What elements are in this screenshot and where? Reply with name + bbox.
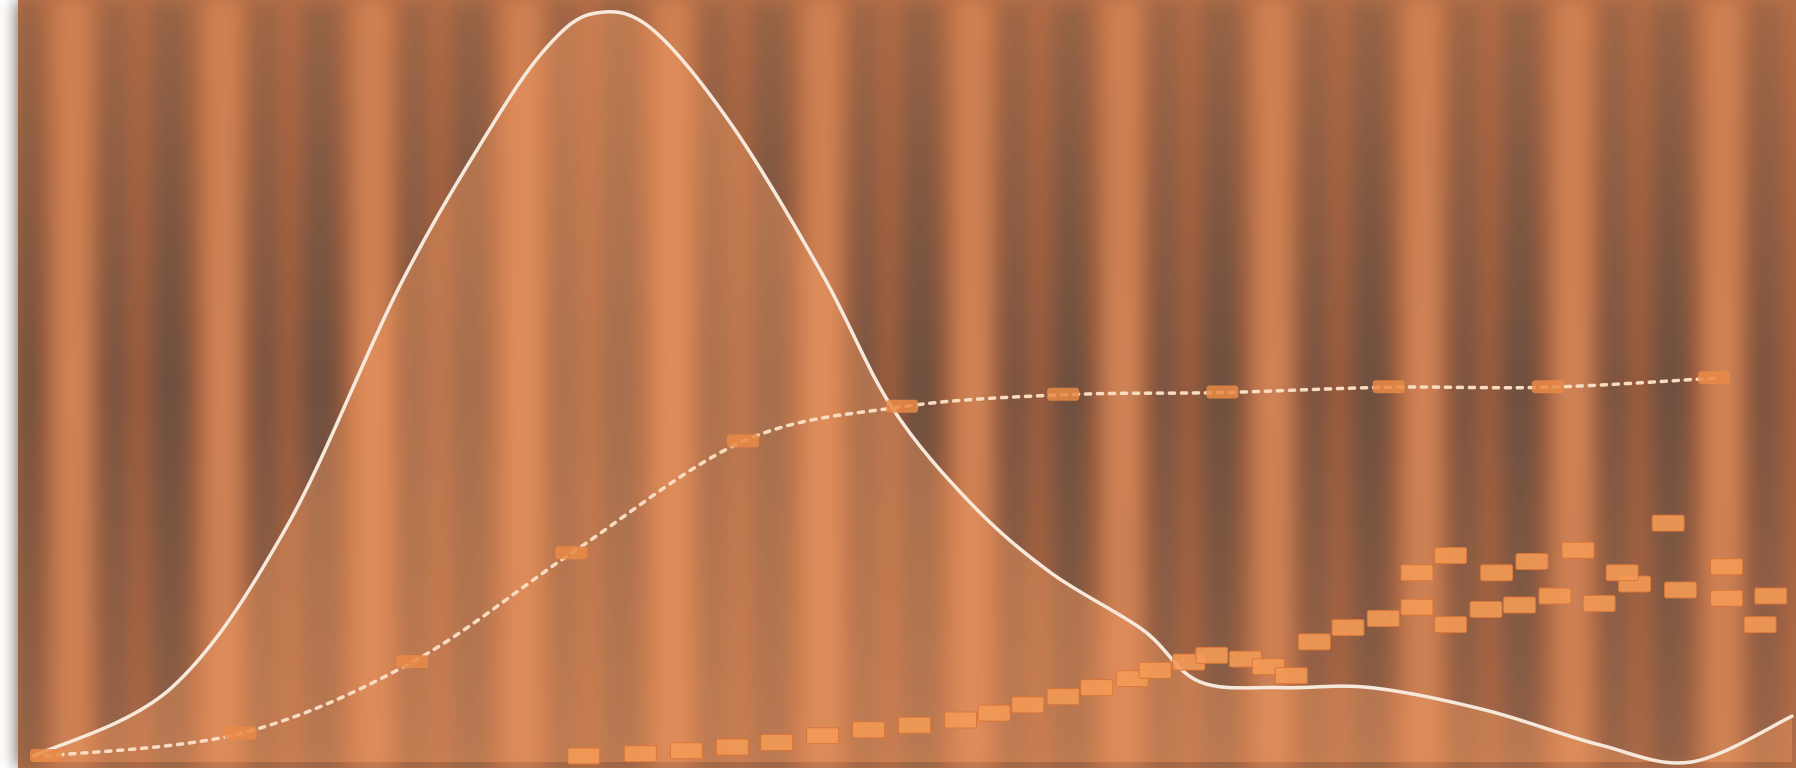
scatter-point — [1046, 688, 1080, 706]
marker — [224, 726, 257, 740]
scatter-point — [1651, 514, 1685, 532]
scatter-point — [1469, 601, 1503, 619]
scatter-point — [898, 716, 932, 734]
scatter-point — [1138, 661, 1172, 679]
scatter-point — [1434, 546, 1468, 564]
marker — [1047, 387, 1080, 401]
scatter-point — [1366, 610, 1400, 628]
scatter-point — [1664, 581, 1698, 599]
marker — [886, 399, 919, 413]
dotted-line — [44, 376, 1716, 758]
scatter-point — [1434, 616, 1468, 634]
background — [18, 0, 1796, 768]
marker — [396, 655, 429, 669]
scatter-point — [1515, 552, 1549, 570]
scatter-point — [1080, 679, 1114, 697]
scatter-point — [1480, 564, 1514, 582]
scatter-point — [715, 738, 749, 756]
marker — [1206, 385, 1239, 399]
area-fill — [33, 11, 1792, 763]
plot — [29, 9, 1794, 765]
curve-line — [31, 9, 1794, 765]
scatter-point — [1710, 589, 1744, 607]
marker — [726, 434, 759, 448]
scatter-point — [1274, 667, 1308, 685]
scatter-point — [1011, 696, 1045, 714]
scatter-point — [1710, 558, 1744, 576]
scatter-point — [1297, 633, 1331, 651]
scatter-point — [669, 742, 703, 760]
scatter-point — [1754, 587, 1788, 605]
marker — [555, 546, 588, 560]
scatter-point — [1400, 564, 1434, 582]
marker — [29, 748, 62, 762]
scatter-point — [1743, 616, 1777, 634]
marker — [1531, 380, 1564, 394]
scatter-point — [1605, 564, 1639, 582]
scatter-point — [1561, 541, 1595, 559]
scatter-point — [567, 747, 601, 765]
scatter-point — [760, 733, 794, 751]
scatter-point — [1331, 619, 1365, 637]
scatter-point — [1503, 596, 1537, 614]
scatter-point — [1538, 587, 1572, 605]
scatter-point — [977, 704, 1011, 722]
scatter-point — [623, 745, 657, 763]
marker — [1372, 380, 1405, 394]
scatter-point — [852, 721, 886, 739]
scatter-point — [806, 727, 840, 745]
scatter-point — [1582, 595, 1616, 613]
scatter-point — [1400, 598, 1434, 616]
scatter-point — [944, 711, 978, 729]
scatter-point — [1195, 646, 1229, 664]
marker — [1698, 371, 1731, 385]
